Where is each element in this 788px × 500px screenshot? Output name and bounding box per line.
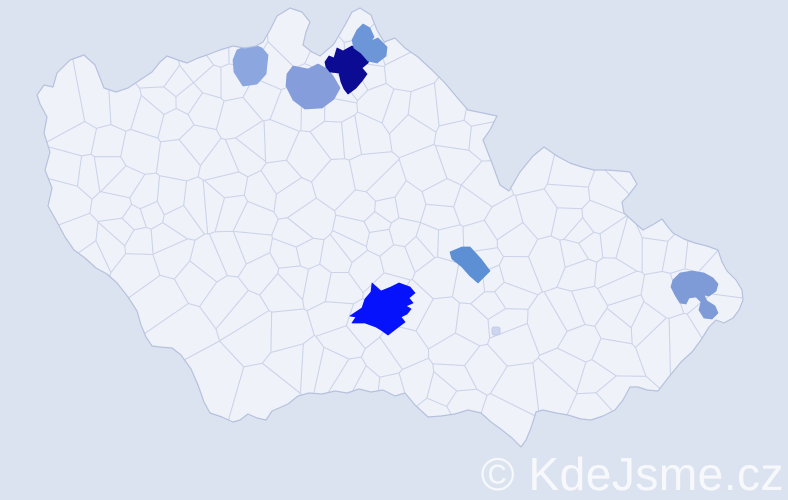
district-cell: [95, 221, 127, 273]
district-cell: [237, 252, 280, 296]
district-cell: [487, 323, 540, 367]
district-cell: [543, 183, 591, 210]
highlight-region-2: [285, 63, 341, 110]
district-cell: [295, 237, 325, 270]
country-outline: [36, 7, 744, 448]
highlight-region-7: [670, 270, 719, 320]
small-district-marker: [491, 326, 501, 336]
district-cell: [571, 285, 608, 327]
district-cell: [332, 214, 370, 247]
highlight-region-4: [351, 23, 388, 64]
district-cell: [494, 281, 539, 310]
district-cell: [259, 273, 305, 313]
district-cell: [163, 64, 194, 98]
district-cell: [37, 144, 82, 187]
district-cell: [129, 172, 160, 210]
district-cell: [606, 294, 645, 329]
district-cell: [381, 88, 412, 135]
highlighted-regions: [232, 23, 719, 336]
district-cell: [559, 238, 589, 268]
highlight-region-5: [349, 282, 416, 336]
district-cell: [556, 324, 602, 363]
district-cell: [315, 325, 366, 360]
highlight-region-6: [449, 246, 491, 284]
highlight-region-3: [324, 45, 372, 95]
district-cell: [394, 180, 427, 223]
district-cell: [155, 139, 201, 182]
district-cell: [404, 235, 436, 273]
district-cell: [97, 217, 135, 247]
district-cell: [260, 159, 303, 195]
district-cell: [455, 302, 491, 347]
district-cell: [232, 200, 279, 236]
district-cell: [453, 184, 493, 227]
district-cell: [261, 343, 304, 394]
